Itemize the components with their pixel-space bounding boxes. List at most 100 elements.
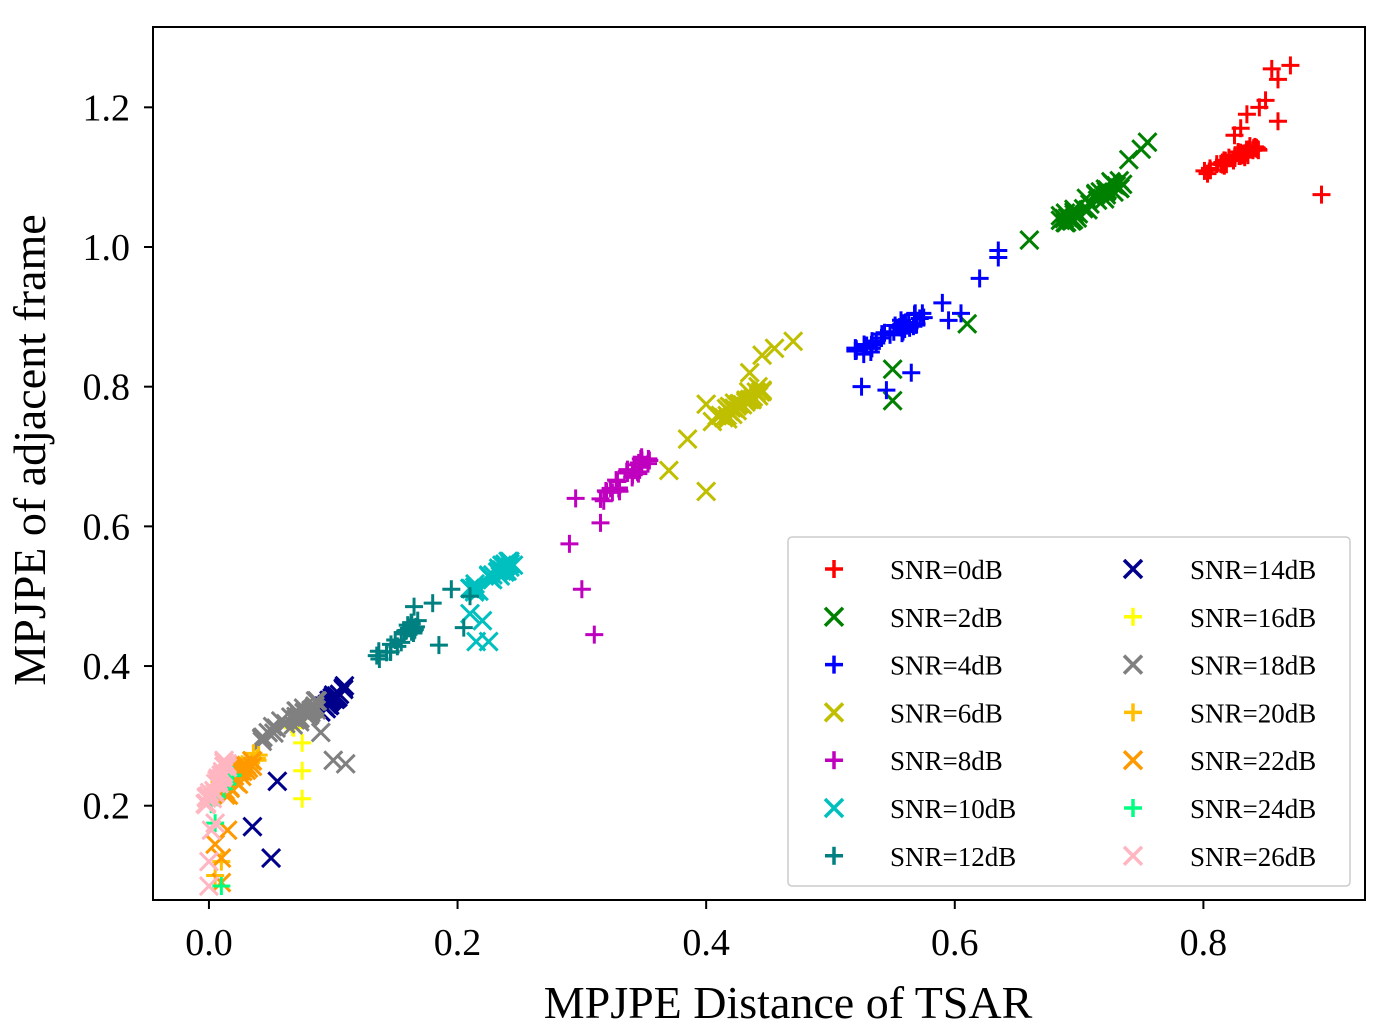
data-point [307, 690, 328, 712]
data-point [658, 460, 679, 481]
data-point [752, 345, 773, 366]
data-point [750, 381, 771, 402]
legend-label: SNR=0dB [890, 555, 1003, 585]
data-point [882, 359, 903, 380]
data-point [335, 753, 356, 774]
legend-item: SNR=20dB [1124, 698, 1316, 728]
data-point [293, 789, 312, 808]
legend-label: SNR=4dB [890, 651, 1003, 681]
data-point [861, 342, 880, 361]
data-point [746, 381, 767, 403]
data-point [989, 241, 1008, 260]
legend-label: SNR=22dB [1190, 746, 1316, 776]
data-point [300, 702, 321, 723]
data-point [370, 650, 389, 669]
data-point [405, 597, 424, 616]
legend-label: SNR=12dB [890, 842, 1016, 872]
data-point [1137, 132, 1158, 153]
data-point [585, 625, 604, 644]
data-points-layer [195, 56, 1331, 897]
data-point [1106, 175, 1127, 196]
legend-item: SNR=12dB [825, 842, 1016, 872]
y-tick-label: 0.2 [83, 786, 131, 828]
legend-marker [1124, 607, 1142, 626]
data-point [1281, 56, 1300, 75]
data-point [1268, 70, 1287, 89]
data-point [1225, 147, 1244, 166]
x-tick-label: 0.0 [185, 922, 233, 964]
data-point [603, 483, 622, 502]
data-point [696, 394, 717, 415]
data-point [211, 848, 232, 869]
legend-item: SNR=22dB [1122, 746, 1316, 776]
legend-label: SNR=18dB [1190, 651, 1316, 681]
data-point [454, 618, 473, 637]
data-point [212, 852, 231, 871]
data-point [952, 304, 970, 323]
x-tick-label: 0.2 [434, 922, 482, 964]
legend-item: SNR=8dB [825, 746, 1003, 776]
data-point [1112, 174, 1133, 195]
data-point [198, 851, 219, 872]
legend: SNR=0dB SNR=2dB SNR=4dB SNR=6dB SNR=8dB SNR=1… [787, 536, 1351, 887]
data-point [1195, 161, 1214, 180]
data-point [381, 642, 400, 661]
data-point [1268, 112, 1287, 131]
data-point [1237, 105, 1256, 124]
x-axis-title: MPJPE Distance of TSAR [544, 977, 1033, 1027]
data-point [293, 761, 312, 780]
legend-item: SNR=0dB [825, 555, 1003, 585]
data-point [566, 489, 585, 508]
data-point [293, 733, 312, 752]
legend-item: SNR=16dB [1124, 603, 1316, 633]
data-point [1243, 141, 1262, 160]
legend-marker [825, 655, 843, 674]
data-point [196, 794, 217, 815]
data-point [242, 750, 263, 771]
data-point [677, 428, 698, 450]
data-point [198, 875, 219, 897]
legend-marker [1122, 749, 1144, 771]
legend-label: SNR=20dB [1190, 698, 1316, 728]
data-point [482, 564, 503, 586]
data-point [472, 610, 493, 631]
y-tick-label: 1.2 [83, 87, 131, 129]
data-point [478, 565, 499, 586]
data-point [710, 405, 731, 426]
data-point [1250, 98, 1269, 117]
data-point [460, 587, 479, 606]
data-point [728, 394, 749, 415]
legend-label: SNR=26dB [1190, 842, 1316, 872]
data-point [572, 580, 591, 599]
data-point [560, 534, 579, 553]
legend-marker [823, 702, 845, 723]
data-point [263, 723, 284, 744]
data-point [267, 771, 288, 792]
y-tick-label: 1.0 [83, 227, 131, 269]
data-point [478, 631, 499, 652]
x-tick-label: 0.8 [1180, 922, 1228, 964]
legend-marker [823, 606, 845, 628]
legend-marker [825, 846, 843, 865]
legend-item: SNR=6dB [823, 698, 1003, 728]
legend-label: SNR=24dB [1190, 794, 1316, 824]
data-point [939, 311, 958, 330]
data-point [1118, 149, 1139, 170]
data-point [261, 848, 282, 869]
data-point [594, 491, 613, 510]
legend-item: SNR=26dB [1122, 842, 1316, 872]
data-point [242, 816, 263, 837]
data-point [205, 813, 226, 834]
data-point [404, 621, 423, 640]
data-point [1312, 185, 1331, 204]
axis-ticks: 0.0 0.2 0.4 0.6 0.8 0.2 0.4 0.6 0.8 1.0 1.2 [83, 87, 1228, 964]
legend-marker [1124, 799, 1142, 817]
data-point [367, 646, 386, 665]
legend-marker [1122, 845, 1144, 867]
legend-marker [1122, 558, 1144, 580]
data-point [696, 481, 717, 502]
plot-frame [152, 26, 1366, 901]
data-point [392, 633, 411, 652]
data-point [1225, 126, 1244, 145]
